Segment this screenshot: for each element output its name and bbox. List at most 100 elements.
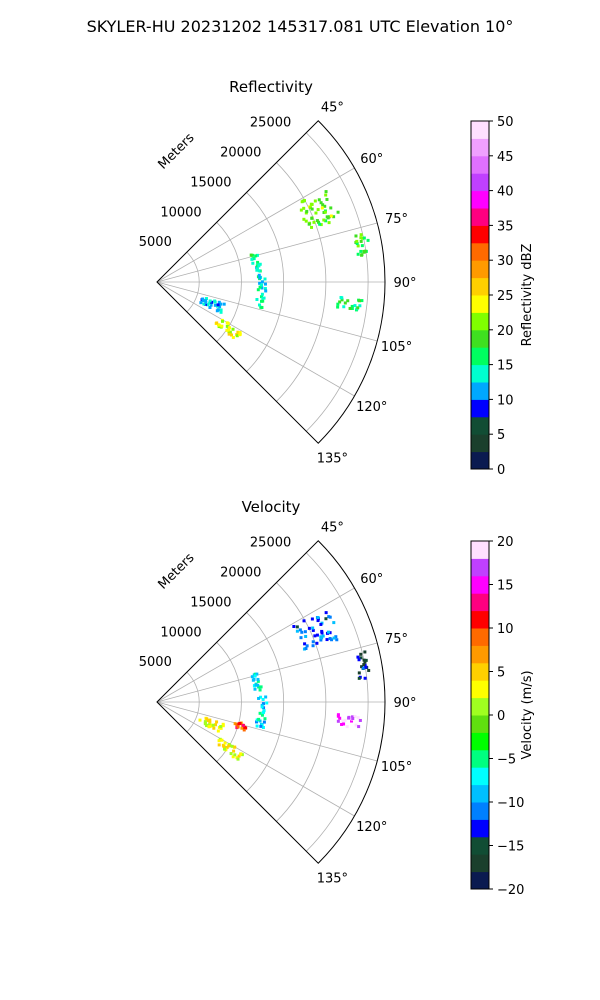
data-point — [237, 754, 241, 758]
data-point — [255, 298, 259, 302]
data-point — [253, 687, 257, 691]
data-point — [260, 713, 264, 717]
data-point — [328, 637, 332, 641]
data-cluster — [199, 297, 226, 314]
data-point — [229, 752, 233, 756]
radial-tick-label: 5000 — [139, 235, 172, 250]
data-point — [325, 638, 329, 642]
data-point — [324, 190, 328, 194]
colorbar-tick-label: 15 — [497, 579, 514, 594]
radial-axis-label: Meters — [156, 130, 198, 172]
data-point — [338, 716, 342, 720]
data-point — [311, 628, 315, 632]
colorbar-segment — [471, 260, 489, 279]
data-point — [253, 672, 257, 676]
radial-tick-label: 20000 — [220, 566, 261, 581]
radial-tick-label: 20000 — [220, 146, 261, 161]
azimuth-tick-label: 135° — [317, 451, 348, 466]
data-point — [208, 305, 212, 309]
data-point — [329, 206, 333, 210]
data-point — [258, 711, 262, 715]
data-point — [219, 725, 223, 729]
data-point — [231, 335, 235, 339]
data-point — [256, 683, 260, 687]
radial-tick-label: 10000 — [160, 625, 201, 640]
data-point — [261, 725, 265, 729]
data-point — [317, 198, 321, 202]
data-point — [359, 249, 363, 253]
data-point — [257, 685, 261, 689]
radial-tick-label: 15000 — [190, 595, 231, 610]
data-point — [221, 724, 225, 728]
data-point — [233, 745, 237, 749]
colorbar-segment — [471, 802, 489, 820]
data-point — [315, 633, 319, 637]
azimuth-tick-label: 120° — [356, 400, 387, 415]
data-point — [213, 300, 217, 304]
data-point — [359, 236, 363, 240]
data-point — [332, 621, 336, 625]
data-point — [255, 724, 259, 728]
colorbar — [471, 121, 489, 470]
data-point — [311, 640, 315, 644]
data-point — [295, 625, 299, 629]
colorbar-tick-label: 40 — [497, 185, 514, 200]
data-point — [215, 321, 219, 325]
data-point — [326, 630, 330, 634]
radial-tick-label: 5000 — [139, 655, 172, 670]
data-point — [363, 249, 367, 253]
data-point — [323, 204, 327, 208]
data-point — [341, 719, 345, 723]
data-point — [356, 252, 360, 256]
data-point — [219, 302, 223, 306]
data-point — [238, 331, 242, 335]
data-point — [360, 665, 364, 669]
data-cluster — [336, 295, 364, 312]
colorbar-segment — [471, 121, 489, 139]
data-point — [319, 201, 323, 205]
data-point — [257, 303, 261, 307]
data-point — [216, 729, 220, 733]
colorbar-segment — [471, 836, 489, 855]
data-point — [343, 718, 347, 722]
data-point — [353, 304, 357, 308]
data-point — [324, 219, 328, 223]
colorbar-tick-label: 5 — [497, 666, 505, 681]
data-point — [334, 635, 338, 639]
data-point — [230, 333, 234, 337]
colorbar-segment — [471, 416, 489, 435]
data-point — [355, 239, 359, 243]
data-point — [232, 749, 236, 753]
data-point — [255, 672, 259, 676]
data-point — [256, 679, 260, 683]
colorbar-tick-label: 0 — [497, 463, 505, 478]
data-point — [332, 636, 336, 640]
data-point — [354, 723, 358, 727]
data-point — [219, 308, 223, 312]
data-point — [302, 647, 306, 651]
data-point — [346, 299, 350, 303]
data-point — [358, 718, 362, 722]
colorbar-tick-label: 15 — [497, 359, 514, 374]
data-point — [319, 223, 323, 227]
colorbar-segment — [471, 399, 489, 418]
data-point — [310, 617, 314, 621]
data-point — [258, 688, 262, 692]
data-point — [310, 207, 314, 211]
data-point — [218, 305, 222, 309]
data-point — [350, 304, 354, 308]
data-point — [259, 695, 263, 699]
colorbar-segment — [471, 173, 489, 192]
data-point — [357, 658, 361, 662]
data-point — [216, 308, 220, 312]
data-point — [348, 306, 352, 310]
data-point — [262, 296, 266, 300]
data-point — [199, 301, 203, 305]
polar-frame — [156, 120, 386, 444]
colorbar-segment — [471, 277, 489, 296]
data-point — [316, 208, 320, 212]
data-point — [320, 629, 324, 633]
data-point — [292, 624, 296, 628]
azimuth-tick-label: 45° — [321, 521, 344, 536]
data-point — [257, 264, 261, 268]
